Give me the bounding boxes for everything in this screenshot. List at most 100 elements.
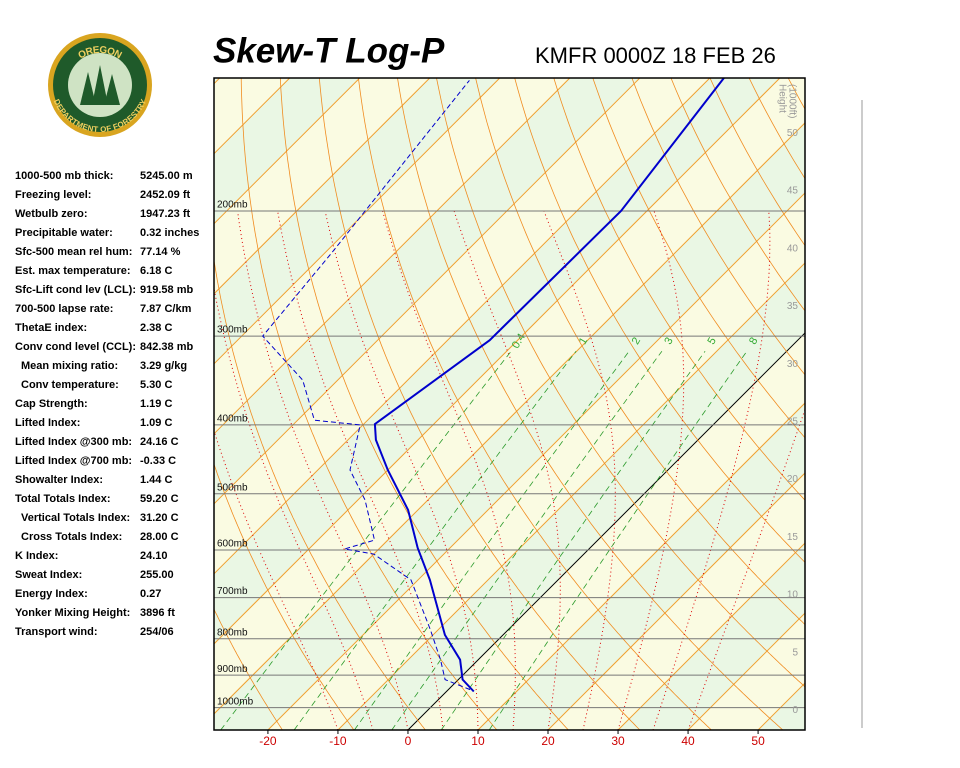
dry-adiabat [866, 78, 960, 730]
isotherm [214, 78, 431, 295]
plot: 200mb 300mb 400mb 500mb 600mb 700mb 800mb 900mb… [213, 77, 806, 748]
index-label: Wetbulb zero: [15, 208, 88, 220]
index-value: 1.09 C [140, 417, 172, 429]
y2-tick-label: 30 [787, 359, 799, 370]
index-label: Sfc-500 mean rel hum: [15, 246, 132, 258]
y2-tick-label: 20 [787, 474, 799, 485]
dry-adiabat [905, 78, 960, 730]
dry-adiabat [436, 78, 805, 688]
index-label: Est. max temperature: [15, 265, 131, 277]
index-label: Energy Index: [15, 588, 88, 600]
index-value: 3.29 g/kg [140, 360, 187, 372]
index-value: 5245.00 m [140, 170, 193, 182]
index-value: 2.38 C [140, 322, 172, 334]
y2-tick-label: 40 [787, 243, 799, 254]
x-tick-label: 20 [541, 734, 555, 748]
y-tick-label: 700mb [217, 586, 248, 597]
dry-adiabat [475, 78, 805, 626]
index-value: 2452.09 ft [140, 189, 190, 201]
index-label: Showalter Index: [15, 474, 103, 486]
isotherm [214, 78, 501, 365]
index-label: Yonker Mixing Height: [15, 607, 130, 619]
dry-adiabat [214, 608, 283, 730]
isotherm [214, 122, 805, 715]
mixing-ratio-label: 8 [747, 335, 760, 346]
y-tick-label: 800mb [217, 627, 248, 638]
index-label: Transport wind: [15, 626, 98, 638]
index-value: 28.00 C [140, 531, 179, 543]
dry-adiabat [214, 258, 426, 730]
index-label: 700-500 lapse rate: [15, 303, 113, 315]
isotherm [214, 78, 781, 645]
moist-adiabat [687, 407, 805, 730]
dry-adiabat [631, 78, 805, 376]
plot-frame [213, 77, 806, 731]
y2-tick-label: 0 [792, 705, 798, 716]
isotherm [337, 262, 805, 730]
svg-text:OREGON: OREGON [76, 44, 123, 61]
x-tick-label: -10 [329, 734, 347, 748]
index-label: Mean mixing ratio: [21, 360, 118, 372]
chart-subtitle: KMFR 0000Z 18 FEB 26 [535, 43, 776, 68]
x-tick-label: 50 [751, 734, 765, 748]
dry-adiabat [279, 78, 569, 730]
dry-adiabat [358, 78, 712, 730]
index-value: 1.19 C [140, 398, 172, 410]
x-tick-label: -20 [259, 734, 277, 748]
index-label: Sfc-Lift cond lev (LCL): [15, 284, 136, 296]
band [214, 78, 805, 714]
y2-axis-label: Height [776, 84, 787, 113]
isotherm [477, 402, 805, 730]
index-label: Cap Strength: [15, 398, 88, 410]
dry-adiabat [318, 78, 641, 730]
index-label: Freezing level: [15, 189, 91, 201]
dry-adiabat [592, 78, 805, 439]
y-tick-label: 500mb [217, 482, 248, 493]
chart-title: Skew-T Log-P [213, 31, 445, 70]
index-label: Conv temperature: [21, 379, 119, 391]
y2-tick-label: 5 [792, 647, 798, 658]
x-tick-label: 0 [405, 734, 412, 748]
index-label: ThetaE index: [15, 322, 87, 334]
mixing-ratio-label: 1 [577, 335, 590, 346]
dry-adiabat [827, 78, 960, 730]
y2-tick-label: 15 [787, 532, 799, 543]
moist-adiabat [214, 285, 374, 730]
mixing-ratio-label: 5 [705, 335, 718, 346]
y-tick-label: 1000mb [217, 696, 254, 707]
y-tick-label: 200mb [217, 200, 248, 211]
dry-adiabat [553, 78, 805, 501]
mixing-ratio-line [354, 350, 630, 730]
mixing-ratio-line [220, 350, 512, 730]
index-value: -0.33 C [140, 455, 176, 467]
index-value: 77.14 % [140, 246, 181, 258]
mixing-ratio-line [293, 350, 577, 730]
y2-tick-label: 10 [787, 590, 799, 601]
index-value: 24.10 [140, 550, 168, 562]
index-label: Vertical Totals Index: [21, 512, 130, 524]
index-label: Lifted Index @700 mb: [15, 455, 132, 467]
moist-adiabat [214, 428, 339, 730]
index-value: 919.58 mb [140, 284, 193, 296]
index-value: 0.27 [140, 588, 161, 600]
index-value: 254/06 [140, 626, 174, 638]
index-value: 24.16 C [140, 436, 179, 448]
dry-adiabat [397, 78, 784, 730]
index-value: 0.32 inches [140, 227, 199, 239]
mixing-ratio-label: 2 [630, 335, 643, 346]
index-value: 255.00 [140, 569, 174, 581]
dewpoint-profile [262, 80, 471, 691]
logo-top: OREGON [76, 44, 123, 61]
isotherm [214, 78, 641, 505]
index-value: 5.30 C [140, 379, 172, 391]
index-label: Sweat Index: [15, 569, 82, 581]
dry-adiabat [514, 78, 805, 563]
band [214, 122, 805, 730]
mixing-ratio-line [440, 350, 706, 730]
isotherm [687, 612, 805, 730]
moist-adiabat [453, 210, 561, 730]
index-label: 1000-500 mb thick: [15, 170, 113, 182]
isotherm [407, 332, 805, 730]
y2-tick-label: 45 [787, 186, 799, 197]
